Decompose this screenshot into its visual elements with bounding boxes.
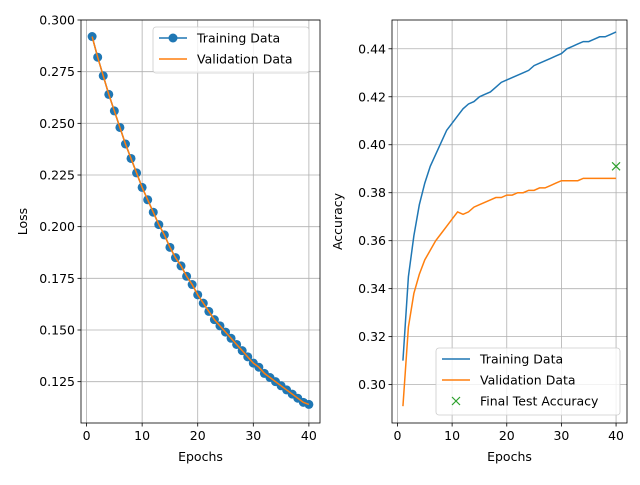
series-line xyxy=(402,177,617,407)
x-tick-label: 10 xyxy=(444,428,460,443)
y-tick-label: 0.300 xyxy=(39,13,75,28)
legend-label: Validation Data xyxy=(480,373,576,388)
y-axis-label: Loss xyxy=(15,208,30,235)
series-2 xyxy=(402,177,617,407)
legend-label: Training Data xyxy=(479,352,563,367)
y-tick-label: 0.250 xyxy=(39,116,75,131)
legend: Training Data Validation Data Final Test A… xyxy=(435,347,621,416)
data-point xyxy=(611,161,621,171)
subplot-2: 0 10 20 30 40 0.30 0.32 0.34 0.36 0.38 0.40 0.42 0.4… xyxy=(330,19,628,464)
legend-marker xyxy=(451,396,461,406)
series-2 xyxy=(91,36,310,406)
legend-marker xyxy=(168,33,178,43)
x-tick-label: 10 xyxy=(134,428,150,443)
y-tick-label: 0.44 xyxy=(358,41,386,56)
y-tick-label: 0.200 xyxy=(39,219,75,234)
data-point xyxy=(304,399,314,409)
plot-frame xyxy=(391,19,628,424)
subplot-1: 0 10 20 30 40 0.125 0.150 0.175 0.200 0.225 0.250 0… xyxy=(15,13,321,464)
y-axis-label: Accuracy xyxy=(330,192,345,250)
gridlines xyxy=(81,19,320,423)
series-line xyxy=(402,31,617,361)
y-tick-label: 0.42 xyxy=(358,89,386,104)
y-tick-label: 0.32 xyxy=(358,329,386,344)
series-1 xyxy=(402,31,617,361)
legend-label: Training Data xyxy=(196,31,280,46)
legend-box xyxy=(152,26,310,74)
y-tick-label: 0.38 xyxy=(358,185,386,200)
legend: Training Data Validation Data xyxy=(152,26,310,74)
legend-box xyxy=(435,347,621,416)
x-tick-label: 40 xyxy=(301,428,317,443)
y-tick-label: 0.125 xyxy=(39,374,75,389)
x-tick-label: 20 xyxy=(499,428,515,443)
y-tick-label: 0.150 xyxy=(39,323,75,338)
y-tick-label: 0.40 xyxy=(358,137,386,152)
y-tick-label: 0.34 xyxy=(358,281,386,296)
x-tick-label: 0 xyxy=(83,428,91,443)
x-tick-label: 30 xyxy=(245,428,261,443)
y-tick-label: 0.30 xyxy=(358,377,386,392)
series-line xyxy=(91,36,310,406)
series-line xyxy=(91,36,310,406)
plot-frame xyxy=(80,19,321,424)
series-3 xyxy=(611,161,621,171)
y-tick-label: 0.36 xyxy=(358,233,386,248)
x-tick-label: 0 xyxy=(393,428,401,443)
x-tick-label: 20 xyxy=(190,428,206,443)
y-tick-label: 0.175 xyxy=(39,271,75,286)
legend-label: Validation Data xyxy=(197,52,293,67)
x-axis-label: Epochs xyxy=(178,449,223,464)
x-tick-label: 30 xyxy=(553,428,569,443)
series-1 xyxy=(87,32,314,409)
x-tick-label: 40 xyxy=(608,428,624,443)
legend-label: Final Test Accuracy xyxy=(480,394,599,409)
y-tick-label: 0.275 xyxy=(39,64,75,79)
y-tick-label: 0.225 xyxy=(39,168,75,183)
x-axis-label: Epochs xyxy=(487,449,532,464)
